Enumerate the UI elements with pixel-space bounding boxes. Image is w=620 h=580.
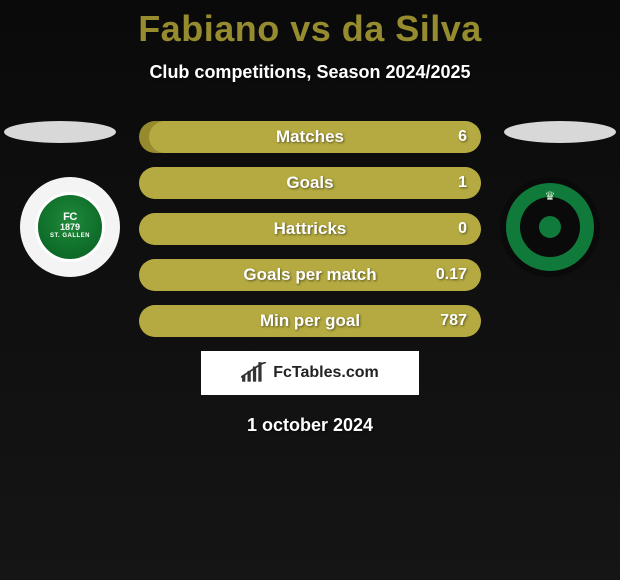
stat-value: 6 xyxy=(458,121,467,153)
cercle-badge-icon: ♛ xyxy=(506,183,594,271)
stat-bar-fill xyxy=(139,305,481,337)
club-badge-right: ♛ xyxy=(500,177,600,277)
stat-value: 1 xyxy=(458,167,467,199)
crown-icon: ♛ xyxy=(545,189,556,203)
branding-banner: FcTables.com xyxy=(201,351,419,395)
stat-bars: Matches6 Goals1 Hattricks0 Goals per match0… xyxy=(139,121,481,337)
stat-value: 0.17 xyxy=(436,259,467,291)
player-right-avatar-placeholder xyxy=(504,121,616,143)
stat-bar-fill xyxy=(139,167,481,199)
stat-row: Min per goal787 xyxy=(139,305,481,337)
player-left-avatar-placeholder xyxy=(4,121,116,143)
stat-bar-fill xyxy=(139,259,481,291)
stat-row: Matches6 xyxy=(139,121,481,153)
stat-row: Hattricks0 xyxy=(139,213,481,245)
page-subtitle: Club competitions, Season 2024/2025 xyxy=(0,62,620,83)
comparison-panel: FC 1879 ST. GALLEN ♛ Matches6 Goals1 Hattr… xyxy=(0,121,620,436)
fcsg-badge-icon: FC 1879 ST. GALLEN xyxy=(35,192,105,262)
cercle-dot-icon xyxy=(539,216,561,238)
badge-left-line3: ST. GALLEN xyxy=(50,232,90,242)
stat-bar-fill xyxy=(139,213,481,245)
cercle-ring-icon xyxy=(520,197,580,257)
badge-left-line2: 1879 xyxy=(60,223,80,232)
stat-value: 787 xyxy=(440,305,467,337)
page-title: Fabiano vs da Silva xyxy=(0,0,620,50)
branding-text: FcTables.com xyxy=(273,364,379,382)
footer-date: 1 october 2024 xyxy=(0,415,620,436)
stat-row: Goals per match0.17 xyxy=(139,259,481,291)
stat-bar-fill xyxy=(149,121,481,153)
club-badge-left: FC 1879 ST. GALLEN xyxy=(20,177,120,277)
stat-row: Goals1 xyxy=(139,167,481,199)
stat-value: 0 xyxy=(458,213,467,245)
bar-chart-icon xyxy=(241,362,267,384)
